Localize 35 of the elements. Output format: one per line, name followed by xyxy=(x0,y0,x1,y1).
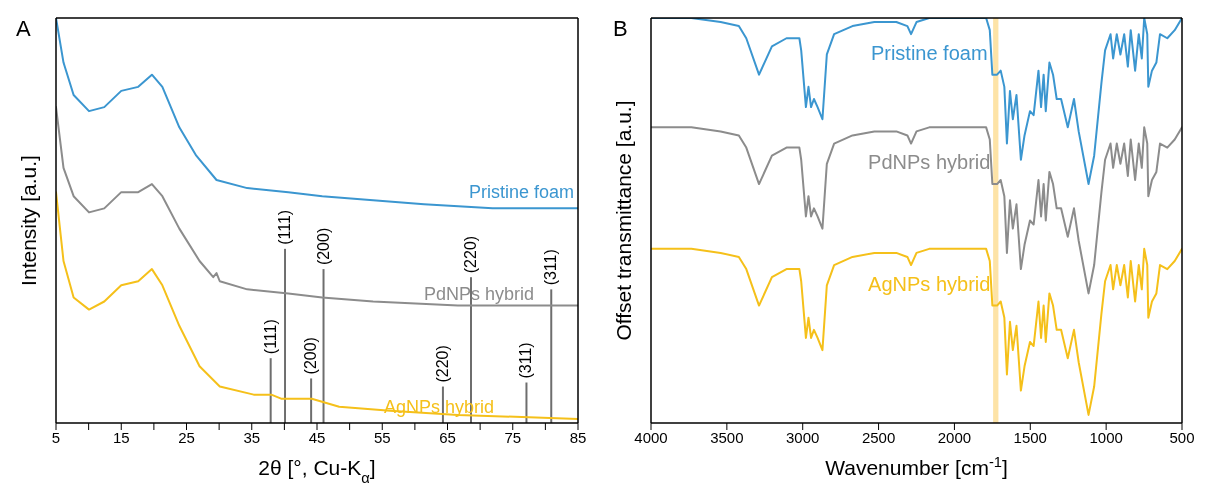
chart-title: A xyxy=(16,16,31,42)
x-tick-label: 35 xyxy=(243,428,261,446)
x-tick-label: 3500 xyxy=(710,428,744,446)
x-tick-label: 85 xyxy=(569,428,587,446)
annotation: (200) xyxy=(302,337,320,375)
annotation: (111) xyxy=(261,319,279,355)
annotation: (200) xyxy=(314,227,332,266)
annotation: (220) xyxy=(433,345,451,383)
annotation: (311) xyxy=(542,249,560,286)
x-tick-label: 4000 xyxy=(634,428,668,446)
x-axis-title: 2θ [°, Cu-K$_{α}$] xyxy=(258,456,376,486)
annotation: (111) xyxy=(276,209,294,245)
x-tick-label: 2000 xyxy=(937,428,972,446)
series-label: Pristine foam xyxy=(468,182,574,203)
x-tick-label: 5 xyxy=(51,428,61,446)
annotation: (220) xyxy=(461,235,479,274)
annotation: (311) xyxy=(517,342,535,379)
x-tick-label: 25 xyxy=(178,428,195,446)
x-axis-title: Wavenumber [cm$^{-1}$] xyxy=(825,454,1008,479)
x-tick-label: 500 xyxy=(1169,428,1195,446)
y-axis-title: Intensity [a.u.] xyxy=(17,155,40,286)
x-tick-label: 45 xyxy=(308,428,326,446)
chart-title: B xyxy=(613,16,628,42)
series-label: PdNPs hybrid xyxy=(868,151,991,174)
x-tick-label: 1000 xyxy=(1089,428,1123,446)
x-tick-label: 3000 xyxy=(786,428,820,446)
y-axis-title: Offset transmittance [a.u.] xyxy=(612,100,635,341)
x-tick-label: 15 xyxy=(112,428,130,446)
series-label: Pristine foam xyxy=(870,42,988,64)
x-tick-label: 55 xyxy=(373,428,391,446)
x-tick-label: 2500 xyxy=(861,428,896,446)
series-label: AgNPs hybrid xyxy=(868,272,991,295)
x-tick-label: 75 xyxy=(504,428,522,446)
x-tick-label: 65 xyxy=(439,428,456,446)
x-tick-label: 1500 xyxy=(1013,428,1047,446)
